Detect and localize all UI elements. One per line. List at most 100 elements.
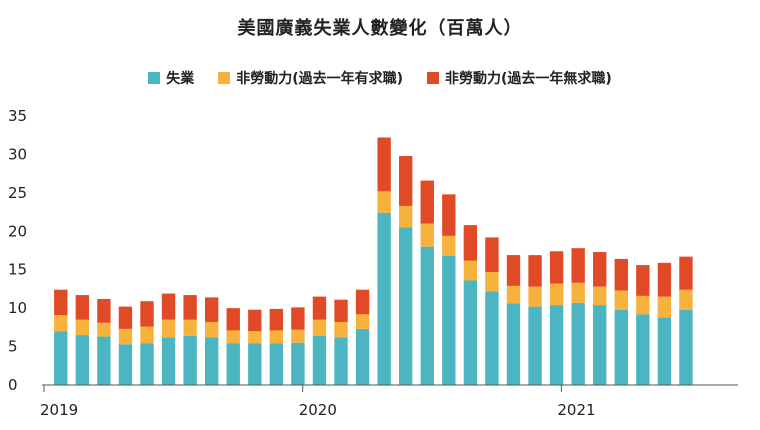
bar-segment-nilf-not-searched (420, 180, 434, 224)
legend-item-unemployed: 失業 (148, 68, 194, 88)
bar-segment-unemployed (636, 314, 650, 385)
bar-segment-nilf-not-searched (140, 301, 154, 327)
bar-segment-nilf-searched (679, 289, 693, 310)
bar-segment-nilf-searched (485, 272, 499, 292)
bar-segment-nilf-searched (161, 319, 176, 338)
legend-swatch-nilf-not-searched (427, 72, 439, 84)
legend-item-nilf-searched: 非勞動力(過去一年有求職) (218, 68, 403, 88)
bar-segment-nilf-searched (506, 285, 521, 304)
bar-segment-unemployed (463, 280, 478, 385)
bar-segment-nilf-not-searched (506, 255, 521, 286)
bar-segment-nilf-not-searched (291, 307, 305, 330)
bar-segment-unemployed (442, 255, 456, 385)
bar-segment-unemployed (54, 331, 68, 385)
legend-label-nilf-not-searched: 非勞動力(過去一年無求職) (445, 71, 612, 87)
bar-segment-nilf-searched (355, 314, 370, 329)
y-tick-label: 25 (8, 184, 27, 202)
bar-segment-nilf-searched (593, 286, 607, 306)
chart-title: 美國廣義失業人數變化（百萬人） (237, 18, 523, 39)
y-tick-label: 0 (8, 376, 18, 394)
bar-segment-unemployed (549, 305, 564, 385)
bar-segment-nilf-searched (183, 319, 197, 336)
chart-legend: 失業 非勞動力(過去一年有求職) 非勞動力(過去一年無求職) (0, 68, 760, 88)
bar-segment-nilf-not-searched (97, 298, 111, 323)
bar-segment-unemployed (593, 305, 607, 385)
bar-segment-nilf-not-searched (657, 262, 672, 297)
bar-segment-nilf-searched (54, 315, 68, 332)
bar-segment-unemployed (140, 343, 154, 385)
legend-swatch-nilf-searched (218, 72, 231, 84)
bar-segment-unemployed (679, 309, 693, 385)
bar-segment-nilf-not-searched (312, 296, 327, 320)
bar-segment-nilf-searched (377, 191, 391, 213)
bar-segment-unemployed (399, 227, 413, 385)
bar-segment-unemployed (528, 306, 542, 385)
bar-segment-nilf-not-searched (571, 248, 585, 283)
legend-label-nilf-searched: 非勞動力(過去一年有求職) (236, 71, 403, 87)
bar-segment-unemployed (75, 335, 90, 385)
y-tick-label: 20 (8, 222, 27, 240)
bar-segment-nilf-searched (226, 330, 240, 344)
bar-segment-nilf-not-searched (118, 306, 133, 329)
y-tick-label: 10 (8, 299, 27, 317)
bar-segment-nilf-searched (636, 295, 650, 315)
x-tick-label: 2021 (557, 401, 595, 419)
bar-segment-nilf-searched (528, 286, 542, 307)
bar-segment-nilf-not-searched (463, 225, 478, 261)
bar-segment-nilf-searched (420, 223, 434, 247)
bar-segment-nilf-searched (97, 322, 111, 337)
bar-segment-unemployed (571, 302, 585, 385)
bar-segment-unemployed (226, 343, 240, 385)
bar-segment-nilf-searched (269, 330, 284, 344)
bar-segment-nilf-not-searched (226, 308, 240, 331)
legend-label-unemployed: 失業 (166, 71, 195, 87)
bar-segment-nilf-searched (291, 329, 305, 343)
bar-segment-nilf-not-searched (204, 297, 219, 322)
bar-segment-nilf-not-searched (75, 295, 90, 320)
y-tick-label: 15 (8, 261, 27, 279)
bar-segment-unemployed (334, 337, 348, 385)
bar-segment-unemployed (506, 303, 521, 385)
bar-segment-nilf-searched (463, 260, 478, 281)
bar-segment-unemployed (248, 343, 262, 385)
bar-segment-unemployed (204, 337, 219, 385)
bar-segment-nilf-searched (571, 282, 585, 303)
bar-segment-nilf-not-searched (355, 289, 370, 315)
bar-segment-unemployed (118, 344, 133, 385)
bar-segment-unemployed (312, 335, 327, 385)
bar-segment-nilf-not-searched (549, 251, 564, 284)
bar-segment-unemployed (161, 337, 176, 385)
y-tick-label: 5 (8, 338, 18, 356)
bar-segment-nilf-searched (312, 319, 327, 336)
bar-segment-nilf-not-searched (485, 237, 499, 273)
bar-segment-nilf-searched (248, 331, 262, 344)
bar-segment-nilf-not-searched (614, 258, 628, 291)
bar-segment-unemployed (355, 328, 370, 385)
bar-segment-nilf-searched (399, 205, 413, 228)
bar-segment-nilf-searched (657, 296, 672, 318)
bar-segment-nilf-searched (140, 326, 154, 344)
bar-segment-nilf-not-searched (161, 293, 176, 320)
legend-item-nilf-not-searched: 非勞動力(過去一年無求職) (427, 68, 612, 88)
bar-segment-nilf-not-searched (377, 137, 391, 192)
bar-segment-nilf-searched (334, 321, 348, 338)
bar-segment-nilf-searched (118, 328, 133, 345)
bar-segment-nilf-not-searched (183, 295, 197, 320)
bar-segment-nilf-not-searched (679, 256, 693, 290)
bar-segment-nilf-not-searched (399, 155, 413, 206)
bar-segment-nilf-not-searched (442, 194, 456, 236)
bar-segment-nilf-searched (614, 290, 628, 310)
bar-segment-nilf-searched (549, 283, 564, 306)
bar-segment-unemployed (377, 212, 391, 385)
bar-segment-unemployed (485, 291, 499, 385)
bar-segment-unemployed (614, 309, 628, 385)
bar-segment-nilf-not-searched (636, 265, 650, 296)
bar-segment-nilf-not-searched (54, 289, 68, 316)
bar-segment-nilf-searched (442, 235, 456, 256)
bar-segment-nilf-searched (75, 319, 90, 336)
bar-segment-nilf-not-searched (269, 308, 284, 331)
bar-segment-nilf-not-searched (248, 309, 262, 332)
bar-segment-unemployed (420, 246, 434, 385)
